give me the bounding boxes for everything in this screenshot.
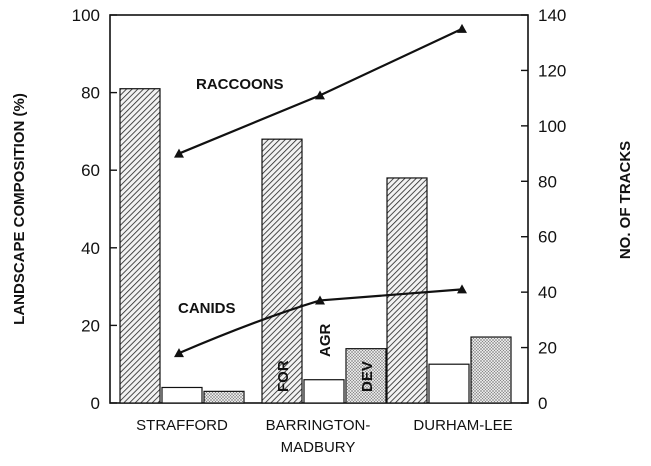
left-tick-label: 60 xyxy=(81,161,100,180)
bars-group: FOR AGR DEV xyxy=(119,88,512,404)
point-raccoons xyxy=(315,90,325,100)
series-labels: RACCOONS CANIDS xyxy=(178,76,284,317)
left-tick-label: 40 xyxy=(81,239,100,258)
left-tick-label: 100 xyxy=(72,6,100,25)
right-tick-label: 140 xyxy=(538,6,566,25)
bar-agr xyxy=(303,379,345,404)
right-axis-title: NO. OF TRACKS xyxy=(617,141,634,259)
bar-dev xyxy=(203,390,245,404)
category-labels: STRAFFORD BARRINGTON- MADBURY DURHAM-LEE xyxy=(136,417,512,456)
bar-agr xyxy=(161,386,203,404)
series-label-raccoons: RACCOONS xyxy=(196,76,284,93)
right-axis: 0 20 40 60 80 100 120 140 xyxy=(521,6,566,413)
series-label-canids: CANIDS xyxy=(178,300,236,317)
category-label: BARRINGTON- xyxy=(266,417,371,434)
bar-dev xyxy=(470,336,512,404)
category-label: MADBURY xyxy=(281,439,356,456)
bar-label-dev: DEV xyxy=(359,361,376,392)
right-tick-label: 80 xyxy=(538,172,557,191)
left-tick-label: 80 xyxy=(81,84,100,103)
right-tick-label: 60 xyxy=(538,228,557,247)
bar-label-agr: AGR xyxy=(317,324,334,358)
line-canids xyxy=(178,288,463,355)
left-axis-title: LANDSCAPE COMPOSITION (%) xyxy=(11,93,28,325)
point-raccoons xyxy=(174,148,184,158)
right-tick-label: 120 xyxy=(538,61,566,80)
right-tick-label: 40 xyxy=(538,283,557,302)
right-tick-label: 100 xyxy=(538,117,566,136)
point-raccoons xyxy=(457,23,467,33)
left-axis: 0 20 40 60 80 100 xyxy=(72,6,117,413)
point-canids xyxy=(174,348,184,358)
bar-for xyxy=(119,88,161,404)
bar-label-for: FOR xyxy=(275,360,292,392)
category-label: STRAFFORD xyxy=(136,417,228,434)
bar-for xyxy=(386,177,428,404)
point-canids xyxy=(457,284,467,294)
lines-group xyxy=(174,23,467,358)
left-tick-label: 20 xyxy=(81,316,100,335)
line-raccoons xyxy=(178,27,463,155)
left-tick-label: 0 xyxy=(91,394,100,413)
right-tick-label: 20 xyxy=(538,339,557,358)
bar-for xyxy=(261,138,303,404)
right-tick-label: 0 xyxy=(538,394,547,413)
point-canids xyxy=(315,295,325,305)
category-label: DURHAM-LEE xyxy=(413,417,512,434)
bar-agr xyxy=(428,363,470,404)
bar-dev xyxy=(345,348,387,404)
